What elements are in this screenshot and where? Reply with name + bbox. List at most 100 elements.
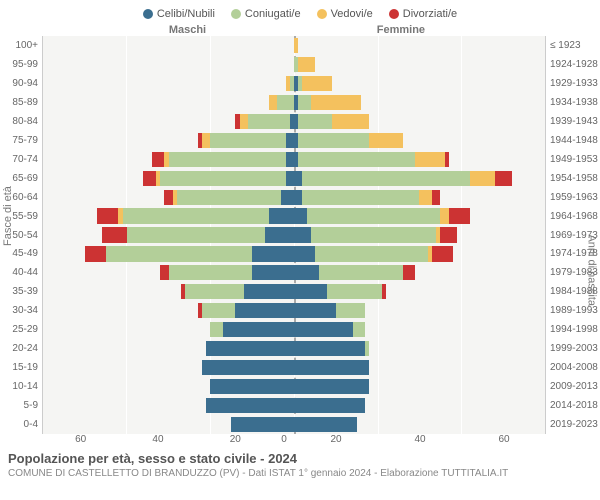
- bar-segment: [432, 190, 440, 205]
- legend-swatch: [231, 9, 241, 19]
- x-tick: 40: [378, 434, 462, 445]
- bar-row: [43, 226, 545, 245]
- bar-segment: [223, 322, 294, 337]
- y-axis-label-left: Fasce di età: [2, 186, 14, 246]
- bar-segment: [102, 227, 127, 242]
- bar-segment: [307, 208, 441, 223]
- birth-year-label: 1994-1998: [550, 320, 600, 339]
- bar-segment: [143, 171, 156, 186]
- bar-segment: [382, 284, 386, 299]
- legend-item: Divorziati/e: [389, 8, 457, 20]
- bar-segment: [449, 208, 470, 223]
- bar-segment: [252, 246, 294, 261]
- bar-segment: [403, 265, 416, 280]
- bar-segment: [240, 114, 248, 129]
- bar-row: [43, 377, 545, 396]
- bar-segment: [160, 171, 286, 186]
- bar-segment: [336, 303, 365, 318]
- x-axis: 6040200 204060: [42, 434, 546, 445]
- bar-segment: [210, 133, 285, 148]
- birth-year-label: ≤ 1923: [550, 36, 600, 55]
- bar-segment: [294, 38, 298, 53]
- bar-segment: [298, 114, 331, 129]
- legend-label: Divorziati/e: [403, 8, 457, 20]
- birth-year-label: 1959-1963: [550, 188, 600, 207]
- bar-row: [43, 301, 545, 320]
- age-label: 0-4: [0, 415, 38, 434]
- age-label: 65-69: [0, 169, 38, 188]
- bar-segment: [164, 190, 172, 205]
- bar-row: [43, 74, 545, 93]
- bar-segment: [353, 322, 366, 337]
- age-label: 15-19: [0, 358, 38, 377]
- bar-segment: [286, 152, 294, 167]
- bar-segment: [294, 360, 369, 375]
- bar-row: [43, 339, 545, 358]
- age-label: 85-89: [0, 93, 38, 112]
- age-label: 75-79: [0, 131, 38, 150]
- bar-segment: [177, 190, 282, 205]
- bar-segment: [419, 190, 432, 205]
- bar-segment: [294, 417, 357, 432]
- bar-segment: [294, 398, 365, 413]
- bar-segment: [302, 190, 419, 205]
- x-ticks-right: 204060: [294, 434, 546, 445]
- bar-segment: [277, 95, 294, 110]
- birth-year-label: 1934-1938: [550, 93, 600, 112]
- x-tick: 60: [42, 434, 119, 445]
- birth-year-label: 2004-2008: [550, 358, 600, 377]
- age-label: 40-44: [0, 263, 38, 282]
- bar-segment: [415, 152, 444, 167]
- birth-year-label: 2009-2013: [550, 377, 600, 396]
- plot: [42, 36, 546, 434]
- bar-segment: [440, 208, 448, 223]
- x-ticks-left: 6040200: [42, 434, 294, 445]
- bar-segment: [369, 133, 402, 148]
- bar-row: [43, 93, 545, 112]
- bar-row: [43, 207, 545, 226]
- bar-row: [43, 396, 545, 415]
- birth-year-label: 2014-2018: [550, 396, 600, 415]
- bar-segment: [206, 398, 294, 413]
- bar-segment: [302, 76, 331, 91]
- bar-row: [43, 263, 545, 282]
- bar-segment: [294, 284, 327, 299]
- bar-segment: [294, 322, 353, 337]
- bar-segment: [210, 322, 223, 337]
- x-tick: 20: [197, 434, 274, 445]
- bar-segment: [269, 95, 277, 110]
- bar-row: [43, 320, 545, 339]
- legend-label: Coniugati/e: [245, 8, 301, 20]
- bar-segment: [85, 246, 106, 261]
- bar-row: [43, 358, 545, 377]
- bar-segment: [470, 171, 495, 186]
- age-label: 45-49: [0, 244, 38, 263]
- x-tick: 60: [462, 434, 546, 445]
- bar-row: [43, 131, 545, 150]
- bar-row: [43, 415, 545, 434]
- bar-row: [43, 282, 545, 301]
- bar-segment: [294, 227, 311, 242]
- bar-segment: [298, 133, 369, 148]
- bar-segment: [169, 265, 253, 280]
- birth-year-label: 2019-2023: [550, 415, 600, 434]
- legend-swatch: [143, 9, 153, 19]
- legend-swatch: [389, 9, 399, 19]
- legend-item: Coniugati/e: [231, 8, 301, 20]
- bar-segment: [281, 190, 294, 205]
- bar-segment: [294, 303, 336, 318]
- x-tick: 0: [274, 434, 294, 445]
- bar-segment: [152, 152, 165, 167]
- bar-rows: [43, 36, 545, 434]
- bar-segment: [244, 284, 294, 299]
- age-label: 90-94: [0, 74, 38, 93]
- y-axis-label-right: Anni di nascita: [586, 234, 598, 306]
- birth-year-label: 1929-1933: [550, 74, 600, 93]
- age-label: 100+: [0, 36, 38, 55]
- bar-segment: [445, 152, 449, 167]
- bar-segment: [327, 284, 381, 299]
- bar-segment: [332, 114, 370, 129]
- bar-segment: [294, 265, 319, 280]
- bar-row: [43, 169, 545, 188]
- bar-segment: [202, 360, 294, 375]
